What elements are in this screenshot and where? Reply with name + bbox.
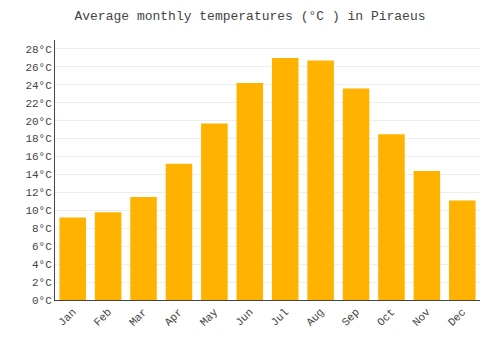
svg-text:Jun: Jun — [233, 306, 255, 328]
svg-text:Apr: Apr — [162, 306, 184, 328]
svg-text:Mar: Mar — [127, 306, 149, 328]
svg-text:2°C: 2°C — [32, 277, 52, 289]
svg-text:0°C: 0°C — [32, 295, 52, 307]
svg-text:24°C: 24°C — [25, 80, 52, 92]
svg-text:18°C: 18°C — [25, 133, 52, 145]
svg-text:6°C: 6°C — [32, 241, 52, 253]
svg-text:Nov: Nov — [410, 306, 433, 329]
svg-text:26°C: 26°C — [25, 62, 52, 74]
svg-text:Jan: Jan — [56, 306, 78, 328]
svg-text:28°C: 28°C — [25, 44, 52, 56]
svg-text:10°C: 10°C — [25, 205, 52, 217]
svg-text:22°C: 22°C — [25, 98, 52, 110]
svg-text:Jul: Jul — [269, 306, 291, 328]
svg-text:Average monthly temperatures (: Average monthly temperatures (°C ) in Pi… — [74, 9, 425, 24]
svg-text:16°C: 16°C — [25, 151, 52, 163]
svg-text:Sep: Sep — [340, 306, 362, 328]
svg-text:Dec: Dec — [446, 306, 468, 328]
svg-text:12°C: 12°C — [25, 187, 52, 199]
svg-text:May: May — [198, 306, 221, 329]
svg-text:20°C: 20°C — [25, 116, 52, 128]
svg-text:Feb: Feb — [92, 306, 114, 328]
svg-text:Oct: Oct — [375, 306, 397, 328]
svg-text:14°C: 14°C — [25, 169, 52, 181]
svg-text:Aug: Aug — [304, 306, 326, 328]
svg-text:4°C: 4°C — [32, 259, 52, 271]
svg-text:8°C: 8°C — [32, 223, 52, 235]
